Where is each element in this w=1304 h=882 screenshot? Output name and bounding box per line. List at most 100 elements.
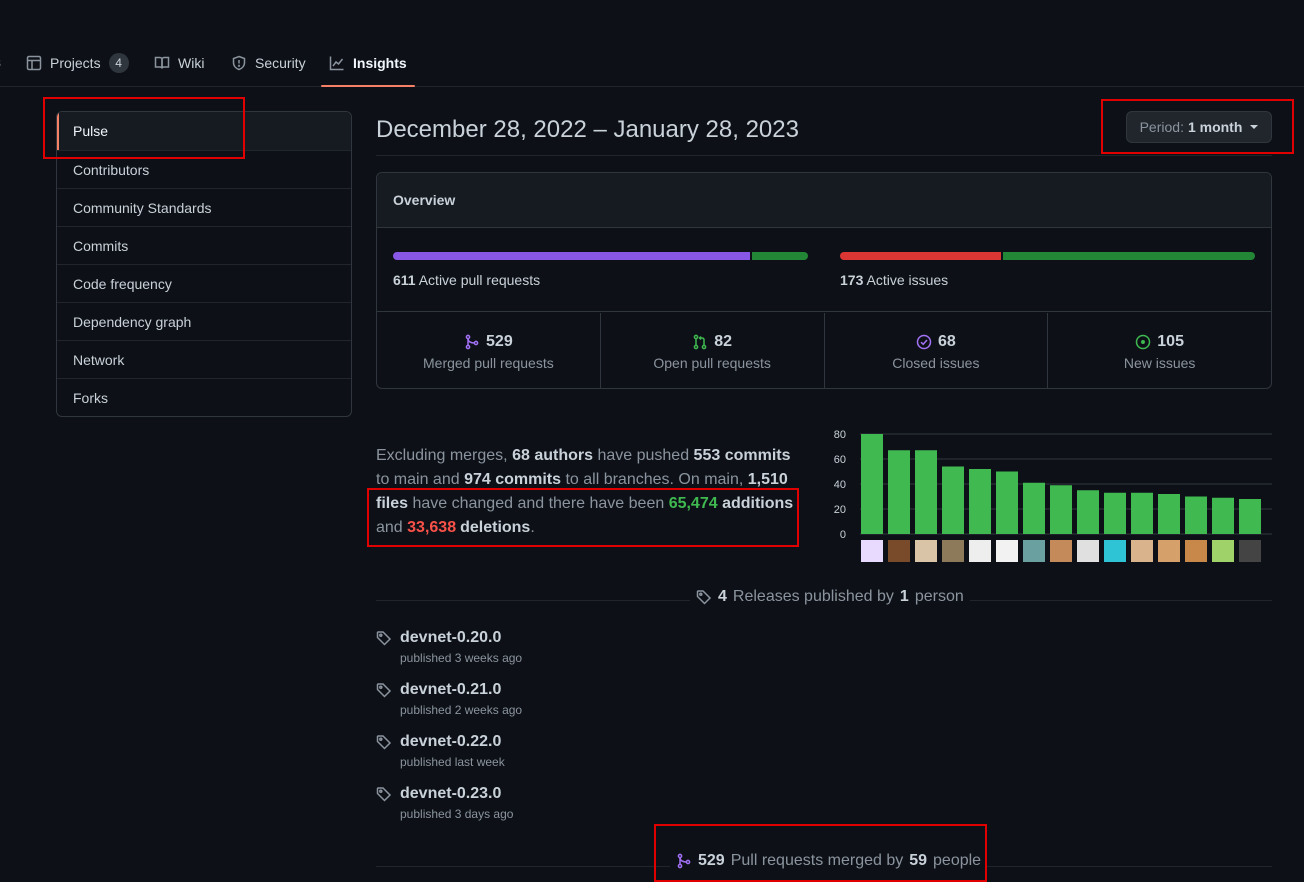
committer-avatar[interactable] [1050,540,1072,562]
release-published-time: published 2 weeks ago [400,703,523,717]
tag-icon [376,735,392,750]
issues-bar[interactable] [840,252,1255,260]
authors-link[interactable]: 68 authors [512,447,593,464]
summary-text: and [376,519,403,536]
merged-pull-requests-value: 529 [486,333,513,350]
tab-insights[interactable]: Insights [321,40,415,87]
merged-text-people: people [933,852,982,869]
active-pull-requests-label: Active pull requests [418,272,541,288]
committer-avatar[interactable] [996,540,1018,562]
tab-security[interactable]: Security [231,40,306,86]
sidebar-item-code-frequency[interactable]: Code frequency [57,264,351,302]
active-pull-requests-count: 611 [393,272,416,288]
deletions-label: deletions [460,519,531,536]
sidebar-item-pulse[interactable]: Pulse [57,112,351,150]
issues-open-segment [1003,252,1255,260]
issue-opened-icon [1136,334,1151,350]
committer-bar[interactable] [861,434,883,534]
files-changed-count: 1,510 files [376,471,788,512]
release-name-link[interactable]: devnet-0.22.0 [400,733,502,750]
pull-requests-bar[interactable] [393,252,808,260]
merged-pull-requests-summary: 529 Pull requests merged by 59 people [670,852,988,870]
committer-avatar[interactable] [969,540,991,562]
top-committers-chart: 80 60 40 20 0 [834,429,1272,562]
committer-avatar[interactable] [888,540,910,562]
committer-bar[interactable] [996,471,1018,535]
committer-bar[interactable] [942,466,964,535]
additions-count: 65,474 [668,495,718,512]
release-name-link[interactable]: devnet-0.20.0 [400,629,502,646]
new-issues-stat[interactable]: 105 New issues [1047,313,1271,389]
committer-bar[interactable] [1023,482,1045,534]
active-issues-label: Active issues [866,272,949,288]
tag-icon [696,590,712,605]
period-label: Period: [1139,119,1184,135]
overview-stats: 529 Merged pull requests 82 Open pull re… [377,313,1271,389]
tab-security-label: Security [255,55,306,71]
y-tick-label: 80 [834,429,846,441]
committer-avatar[interactable] [1158,540,1180,562]
release-name-link[interactable]: devnet-0.21.0 [400,681,502,698]
committer-avatar[interactable] [915,540,937,562]
committer-bar[interactable] [1158,494,1180,534]
committer-avatar[interactable] [1131,540,1153,562]
committer-avatar[interactable] [1023,540,1045,562]
sidebar-item-forks[interactable]: Forks [57,378,351,416]
sidebar-item-contributors[interactable]: Contributors [57,150,351,188]
committer-bar[interactable] [1185,496,1207,535]
overview-box: Overview 611 Active pull requests 173 Ac… [376,172,1272,389]
committer-avatar[interactable] [1077,540,1099,562]
sidebar-item-community-standards[interactable]: Community Standards [57,188,351,226]
tab-wiki[interactable]: Wiki [154,40,204,86]
active-issues-summary[interactable]: 173 Active issues [840,272,948,288]
committer-avatar[interactable] [1185,540,1207,562]
heading-divider [376,155,1272,156]
summary-text: to main and [376,471,460,488]
release-published-time: published last week [400,755,505,769]
commits-main-link[interactable]: 553 commits [693,447,791,464]
tab-projects[interactable]: Projects 4 [26,40,129,86]
release-name-link[interactable]: devnet-0.23.0 [400,785,502,802]
committer-avatar[interactable] [1239,540,1261,562]
committer-avatar[interactable] [861,540,883,562]
sidebar-item-network[interactable]: Network [57,340,351,378]
active-pull-requests-summary[interactable]: 611 Active pull requests [393,272,540,288]
merged-pull-requests-label: Merged pull requests [423,355,554,371]
open-pull-requests-label: Open pull requests [653,355,771,371]
git-merge-icon [465,334,479,350]
deletions-count: 33,638 [407,519,457,536]
sidebar-item-dependency-graph[interactable]: Dependency graph [57,302,351,340]
open-pull-requests-stat[interactable]: 82 Open pull requests [599,313,824,389]
period-dropdown-button[interactable]: Period: 1 month [1126,111,1272,143]
committer-avatar[interactable] [1104,540,1126,562]
open-pull-requests-value: 82 [714,333,733,350]
closed-issues-value: 68 [937,333,956,350]
committer-bar[interactable] [969,469,991,534]
releases-text-person: person [914,588,964,605]
committer-bar[interactable] [915,450,937,534]
release-item: devnet-0.22.0 published last week [376,733,505,769]
committer-bar[interactable] [1131,492,1153,534]
committer-bar[interactable] [1104,492,1126,534]
page-title: December 28, 2022 – January 28, 2023 [376,116,799,143]
tag-icon [376,787,392,802]
book-icon [154,56,170,69]
committer-avatar[interactable] [1212,540,1234,562]
pull-requests-merged-segment [393,252,751,260]
committer-bar[interactable] [1239,499,1261,534]
committer-bar[interactable] [1212,497,1234,534]
release-published-time: published 3 days ago [400,807,514,821]
commits-all-link[interactable]: 974 commits [464,471,561,488]
closed-issues-stat[interactable]: 68 Closed issues [823,313,1048,389]
committer-avatar[interactable] [942,540,964,562]
sidebar-item-commits[interactable]: Commits [57,226,351,264]
git-pull-request-icon [693,334,707,350]
issue-closed-icon [916,334,932,350]
summary-text: to all branches. On main, [565,471,744,488]
merged-pull-requests-stat[interactable]: 529 Merged pull requests [377,313,600,389]
new-issues-value: 105 [1157,333,1184,350]
committer-bar[interactable] [888,450,910,534]
summary-text: Excluding merges, [376,447,508,464]
committer-bar[interactable] [1077,490,1099,534]
committer-bar[interactable] [1050,485,1072,534]
